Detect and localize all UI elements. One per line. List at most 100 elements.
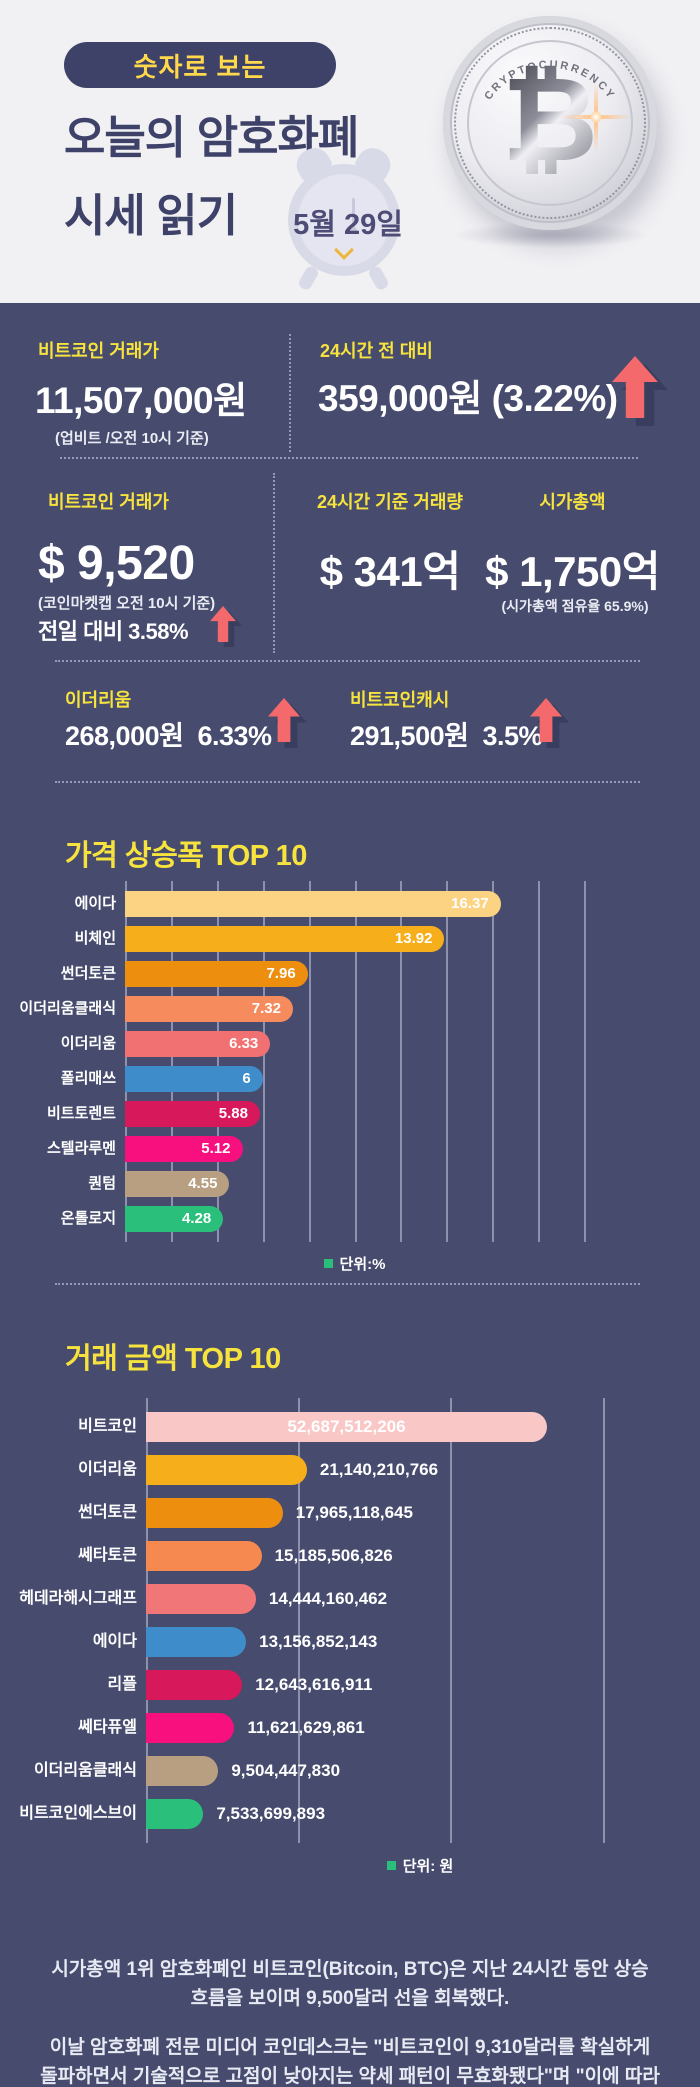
bitcoin-symbol: ₿ xyxy=(443,50,657,192)
bar xyxy=(125,996,293,1022)
coin-inner-ring xyxy=(467,40,633,206)
bar-label: 썬더토큰 xyxy=(60,965,116,982)
bitcoin-usd-change: 전일 대비 3.58% xyxy=(38,619,189,644)
bar-value: 17,965,118,645 xyxy=(295,1503,413,1522)
gridline xyxy=(216,881,219,1242)
bar-label: 폴리매쓰 xyxy=(60,1070,116,1087)
bar-label: 스텔라루멘 xyxy=(46,1140,116,1157)
bar-value: 6.33 xyxy=(229,1035,259,1052)
gridline xyxy=(262,881,265,1242)
clock-face xyxy=(298,174,390,266)
bar-value: 7,533,699,893 xyxy=(216,1804,326,1823)
legend-marker xyxy=(323,1259,333,1268)
trading-amount-chart: 비트코인 52,687,512,206 이더리움 21,140,210,766 썬더토큰… xyxy=(0,1398,700,1843)
gridline xyxy=(584,881,586,1242)
bar-label: 비트토렌트 xyxy=(46,1105,116,1122)
bitcoin-cash-price: 291,500원 xyxy=(350,721,469,751)
gridline xyxy=(354,881,357,1242)
bar-value: 9,504,447,830 xyxy=(231,1761,341,1780)
bar-label: 에이다 xyxy=(74,895,116,912)
bar-value: 12,643,616,911 xyxy=(255,1675,373,1694)
bar-label: 이더리움클래식 xyxy=(19,1000,116,1017)
gridline xyxy=(170,881,173,1242)
bar xyxy=(125,961,308,987)
bar xyxy=(146,1412,547,1442)
gridline xyxy=(298,1398,301,1843)
bar xyxy=(146,1498,283,1528)
bar xyxy=(125,1136,243,1162)
bar xyxy=(125,926,445,952)
up-arrow-icon xyxy=(612,356,658,418)
bitcoin-krw-value: 11,507,000원 xyxy=(35,380,247,421)
bitcoin-krw-label: 비트코인 거래가 xyxy=(38,341,159,361)
up-arrow-icon xyxy=(210,606,236,642)
trading-amount-chart-title: 거래 금액 TOP 10 xyxy=(65,1343,281,1376)
market-cap-label: 시가총액 xyxy=(539,492,606,512)
bar xyxy=(125,1206,224,1232)
bar-label: 헤데라해시그래프 xyxy=(19,1590,137,1607)
gridline xyxy=(602,1398,605,1843)
bar-label: 퀀텀 xyxy=(88,1175,116,1192)
bar-value: 52,687,512,206 xyxy=(287,1417,406,1436)
bitcoin-krw-note: (업비트 /오전 10시 기준) xyxy=(55,430,209,447)
dotted-divider xyxy=(60,457,638,459)
bar-label: 비트코인 xyxy=(78,1418,137,1435)
bar-label: 쎄타퓨엘 xyxy=(78,1719,137,1736)
dotted-divider xyxy=(55,1283,640,1285)
bar-value: 11,621,629,861 xyxy=(247,1718,365,1737)
bar xyxy=(146,1713,235,1743)
bar-label: 비트코인에스브이 xyxy=(19,1805,137,1822)
dotted-divider-vertical xyxy=(289,334,291,452)
bitcoin-cash-change: 3.5% xyxy=(482,721,543,751)
bar-value: 21,140,210,766 xyxy=(319,1460,439,1479)
bar-value: 13,156,852,143 xyxy=(259,1632,378,1651)
legend-label: 단위:% xyxy=(339,1256,386,1273)
bar-label: 썬더토큰 xyxy=(78,1504,137,1521)
volume-24h-label: 24시간 기준 거래량 xyxy=(317,492,463,512)
market-cap-note: (시가총액 점유율 65.9%) xyxy=(501,598,649,614)
dotted-divider xyxy=(55,781,640,783)
footer-paragraph-2: 이날 암호화폐 전문 미디어 코인데스크는 "비트코인이 9,310달러를 확실… xyxy=(40,2037,660,2087)
bar xyxy=(146,1584,256,1614)
chart-unit-legend: 단위: 원 xyxy=(146,1855,694,1876)
bitcoin-coin-illustration: CRYPTOCURRENCY ₿ xyxy=(443,16,657,230)
bar-value: 7.96 xyxy=(266,965,296,982)
bar-value: 15,185,506,826 xyxy=(274,1546,393,1565)
ethereum-label: 이더리움 xyxy=(65,690,132,710)
legend-label: 단위: 원 xyxy=(402,1858,454,1875)
bar-label: 이더리움 xyxy=(78,1461,137,1478)
date-label: 5월 29일 xyxy=(293,209,403,241)
bar-value: 13.92 xyxy=(394,930,433,947)
bar-label: 리플 xyxy=(107,1676,137,1693)
alarm-clock-icon xyxy=(288,164,400,276)
bitcoin-usd-note: (코인마켓캡 오전 10시 기준) xyxy=(38,595,216,612)
ethereum-value: 268,000원 6.33% xyxy=(65,714,272,753)
coin-dotted-ring xyxy=(454,27,646,219)
bar xyxy=(146,1541,262,1571)
gridline xyxy=(492,881,495,1242)
bar-label: 비체인 xyxy=(74,930,116,947)
gridline xyxy=(308,881,311,1242)
bar-value: 4.28 xyxy=(182,1210,212,1227)
bar-label: 온톨로지 xyxy=(60,1210,116,1227)
bar xyxy=(146,1627,247,1657)
bar-value: 5.12 xyxy=(201,1140,231,1157)
header: 숫자로 보는 오늘의 암호화폐 시세 읽기 5월 29일 CRYPTOCURRE… xyxy=(0,0,700,303)
page-title-line2: 시세 읽기 xyxy=(64,190,238,241)
price-gain-chart: 에이다 16.37 비체인 13.92 썬더토큰 7.96 이더리움클래식 7.32 이더리움 6… xyxy=(0,881,700,1242)
bar xyxy=(125,1066,263,1092)
bitcoin-cash-value: 291,500원 3.5% xyxy=(350,714,543,753)
coin-arc-text: CRYPTOCURRENCY xyxy=(482,59,615,103)
ethereum-price: 268,000원 xyxy=(65,721,184,751)
bitcoin-usd-value: $ 9,520 xyxy=(38,537,195,590)
bar-value: 4.55 xyxy=(188,1175,218,1192)
bar xyxy=(125,1171,230,1197)
bar xyxy=(125,891,501,917)
bar-label: 이더리움클래식 xyxy=(33,1762,137,1779)
bar-label: 이더리움 xyxy=(60,1035,116,1052)
badge-label: 숫자로 보는 xyxy=(133,51,267,82)
bar xyxy=(125,1031,271,1057)
clock-center-dot xyxy=(350,227,357,234)
bar xyxy=(146,1799,204,1829)
